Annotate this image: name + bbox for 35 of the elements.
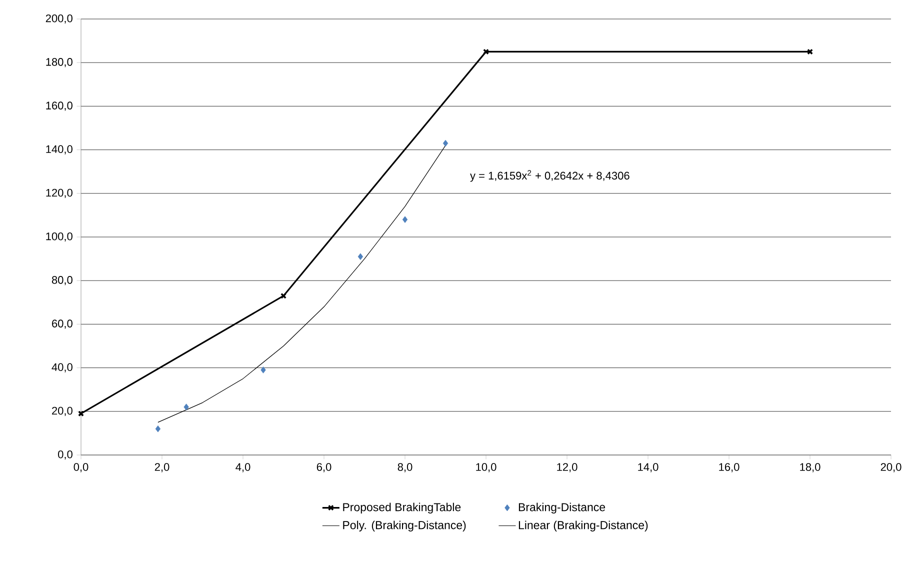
x-tick-label: 8,0 xyxy=(398,463,412,472)
y-tick-label: 80,0 xyxy=(52,276,72,286)
point xyxy=(260,366,266,374)
legend-label: Braking-Distance xyxy=(518,502,606,514)
point xyxy=(280,292,287,299)
y-tick-label: 160,0 xyxy=(46,102,72,111)
point xyxy=(482,48,490,55)
point xyxy=(442,140,448,147)
point xyxy=(184,404,189,410)
x-tick-label: 0,0 xyxy=(74,463,88,472)
x-tick-label: 10,0 xyxy=(476,463,496,472)
point xyxy=(155,425,161,432)
point xyxy=(358,253,364,260)
legend-label: Proposed BrakingTable xyxy=(343,502,461,514)
y-tick-label: 200,0 xyxy=(46,14,72,24)
y-tick-label: 20,0 xyxy=(52,406,72,416)
y-tick-label: 100,0 xyxy=(46,232,72,242)
y-tick-label: 40,0 xyxy=(52,363,72,372)
legend-label: Poly. (Braking-Distance) xyxy=(343,520,466,532)
x-tick-label: 2,0 xyxy=(154,463,170,472)
x-tick-label: 18,0 xyxy=(800,463,820,472)
x-tick-label: 16,0 xyxy=(719,463,740,472)
x-tick-label: 6,0 xyxy=(316,463,332,472)
legend-label: Linear (Braking-Distance) xyxy=(518,520,648,532)
point xyxy=(402,216,408,223)
x-tick-label: 12,0 xyxy=(557,463,578,472)
x-tick-label: 4,0 xyxy=(236,463,250,472)
annotation: y = 1,6159x$^{2}$ + 0,2642x + 8,4306 xyxy=(470,170,630,182)
y-tick-label: 120,0 xyxy=(46,188,72,198)
x-tick-label: 14,0 xyxy=(638,463,658,472)
y-tick-label: 0,0 xyxy=(58,450,72,460)
y-tick-label: 140,0 xyxy=(46,145,72,154)
x-tick-label: 20,0 xyxy=(880,463,902,472)
y-tick-label: 60,0 xyxy=(52,320,72,329)
y-tick-label: 180,0 xyxy=(46,58,72,68)
